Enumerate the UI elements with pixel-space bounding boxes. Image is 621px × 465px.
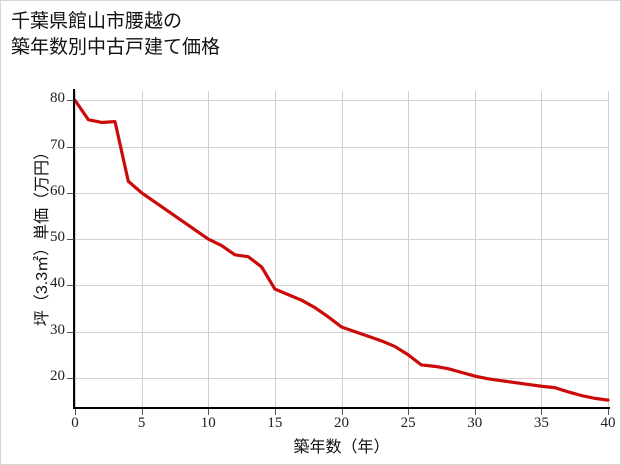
x-tick-label: 35: [533, 415, 549, 431]
series-line-chart: [73, 98, 610, 402]
x-tick-label: 25: [400, 415, 416, 431]
x-tick-label: 15: [267, 415, 283, 431]
x-tick-label: 20: [334, 415, 349, 431]
gridline-vertical: [208, 91, 210, 407]
x-axis-label: 築年数（年）: [293, 439, 390, 456]
gridline-vertical: [474, 91, 476, 407]
x-tick-mark: [341, 409, 343, 415]
y-tick-label: 40: [50, 275, 65, 292]
y-tick-mark: [67, 377, 74, 379]
gridline-vertical: [75, 91, 76, 407]
y-tick-label: 20: [50, 367, 65, 384]
page-title: 千葉県館山市腰越の 築年数別中古戸建て価格: [11, 11, 221, 58]
gridline-vertical: [541, 91, 543, 407]
gridline-vertical: [408, 91, 410, 407]
gridlines: [75, 91, 609, 408]
gridline-vertical: [274, 91, 276, 407]
y-tick-label: 30: [50, 321, 65, 338]
x-tick-mark: [208, 409, 210, 415]
gridline-vertical: [341, 91, 343, 407]
x-axis-spine: [73, 407, 610, 409]
y-tick-label: 70: [50, 136, 65, 153]
x-tick-mark: [141, 409, 143, 415]
x-tick-mark: [408, 409, 410, 415]
plot-area: [73, 91, 610, 408]
y-tick-mark: [67, 239, 74, 241]
x-tick-label: 5: [137, 415, 146, 431]
x-tick-mark: [474, 409, 476, 415]
x-tick-mark: [75, 409, 76, 415]
y-tick-mark: [67, 192, 74, 194]
y-tick-mark: [67, 285, 74, 287]
x-tick-mark: [608, 409, 609, 415]
y-tick-mark: [67, 331, 74, 333]
y-axis-spine: [73, 89, 75, 409]
x-tick-label: 0: [71, 415, 79, 431]
y-tick-label: 60: [50, 182, 65, 199]
x-tick-mark: [274, 409, 276, 415]
gridline-vertical: [141, 91, 143, 407]
y-tick-label: 80: [50, 90, 65, 107]
y-tick-mark: [67, 100, 74, 102]
y-tick-label: 50: [50, 229, 65, 246]
gridline-vertical: [608, 91, 609, 407]
y-axis-label: 坪（3.3㎡）単価（万円）: [34, 143, 51, 327]
x-tick-label: 30: [467, 415, 483, 431]
x-tick-label: 40: [600, 415, 616, 431]
series-polyline-koshigoe: [73, 98, 610, 402]
x-tick-mark: [541, 409, 543, 415]
x-tick-label: 10: [200, 415, 216, 431]
y-tick-mark: [67, 146, 74, 148]
